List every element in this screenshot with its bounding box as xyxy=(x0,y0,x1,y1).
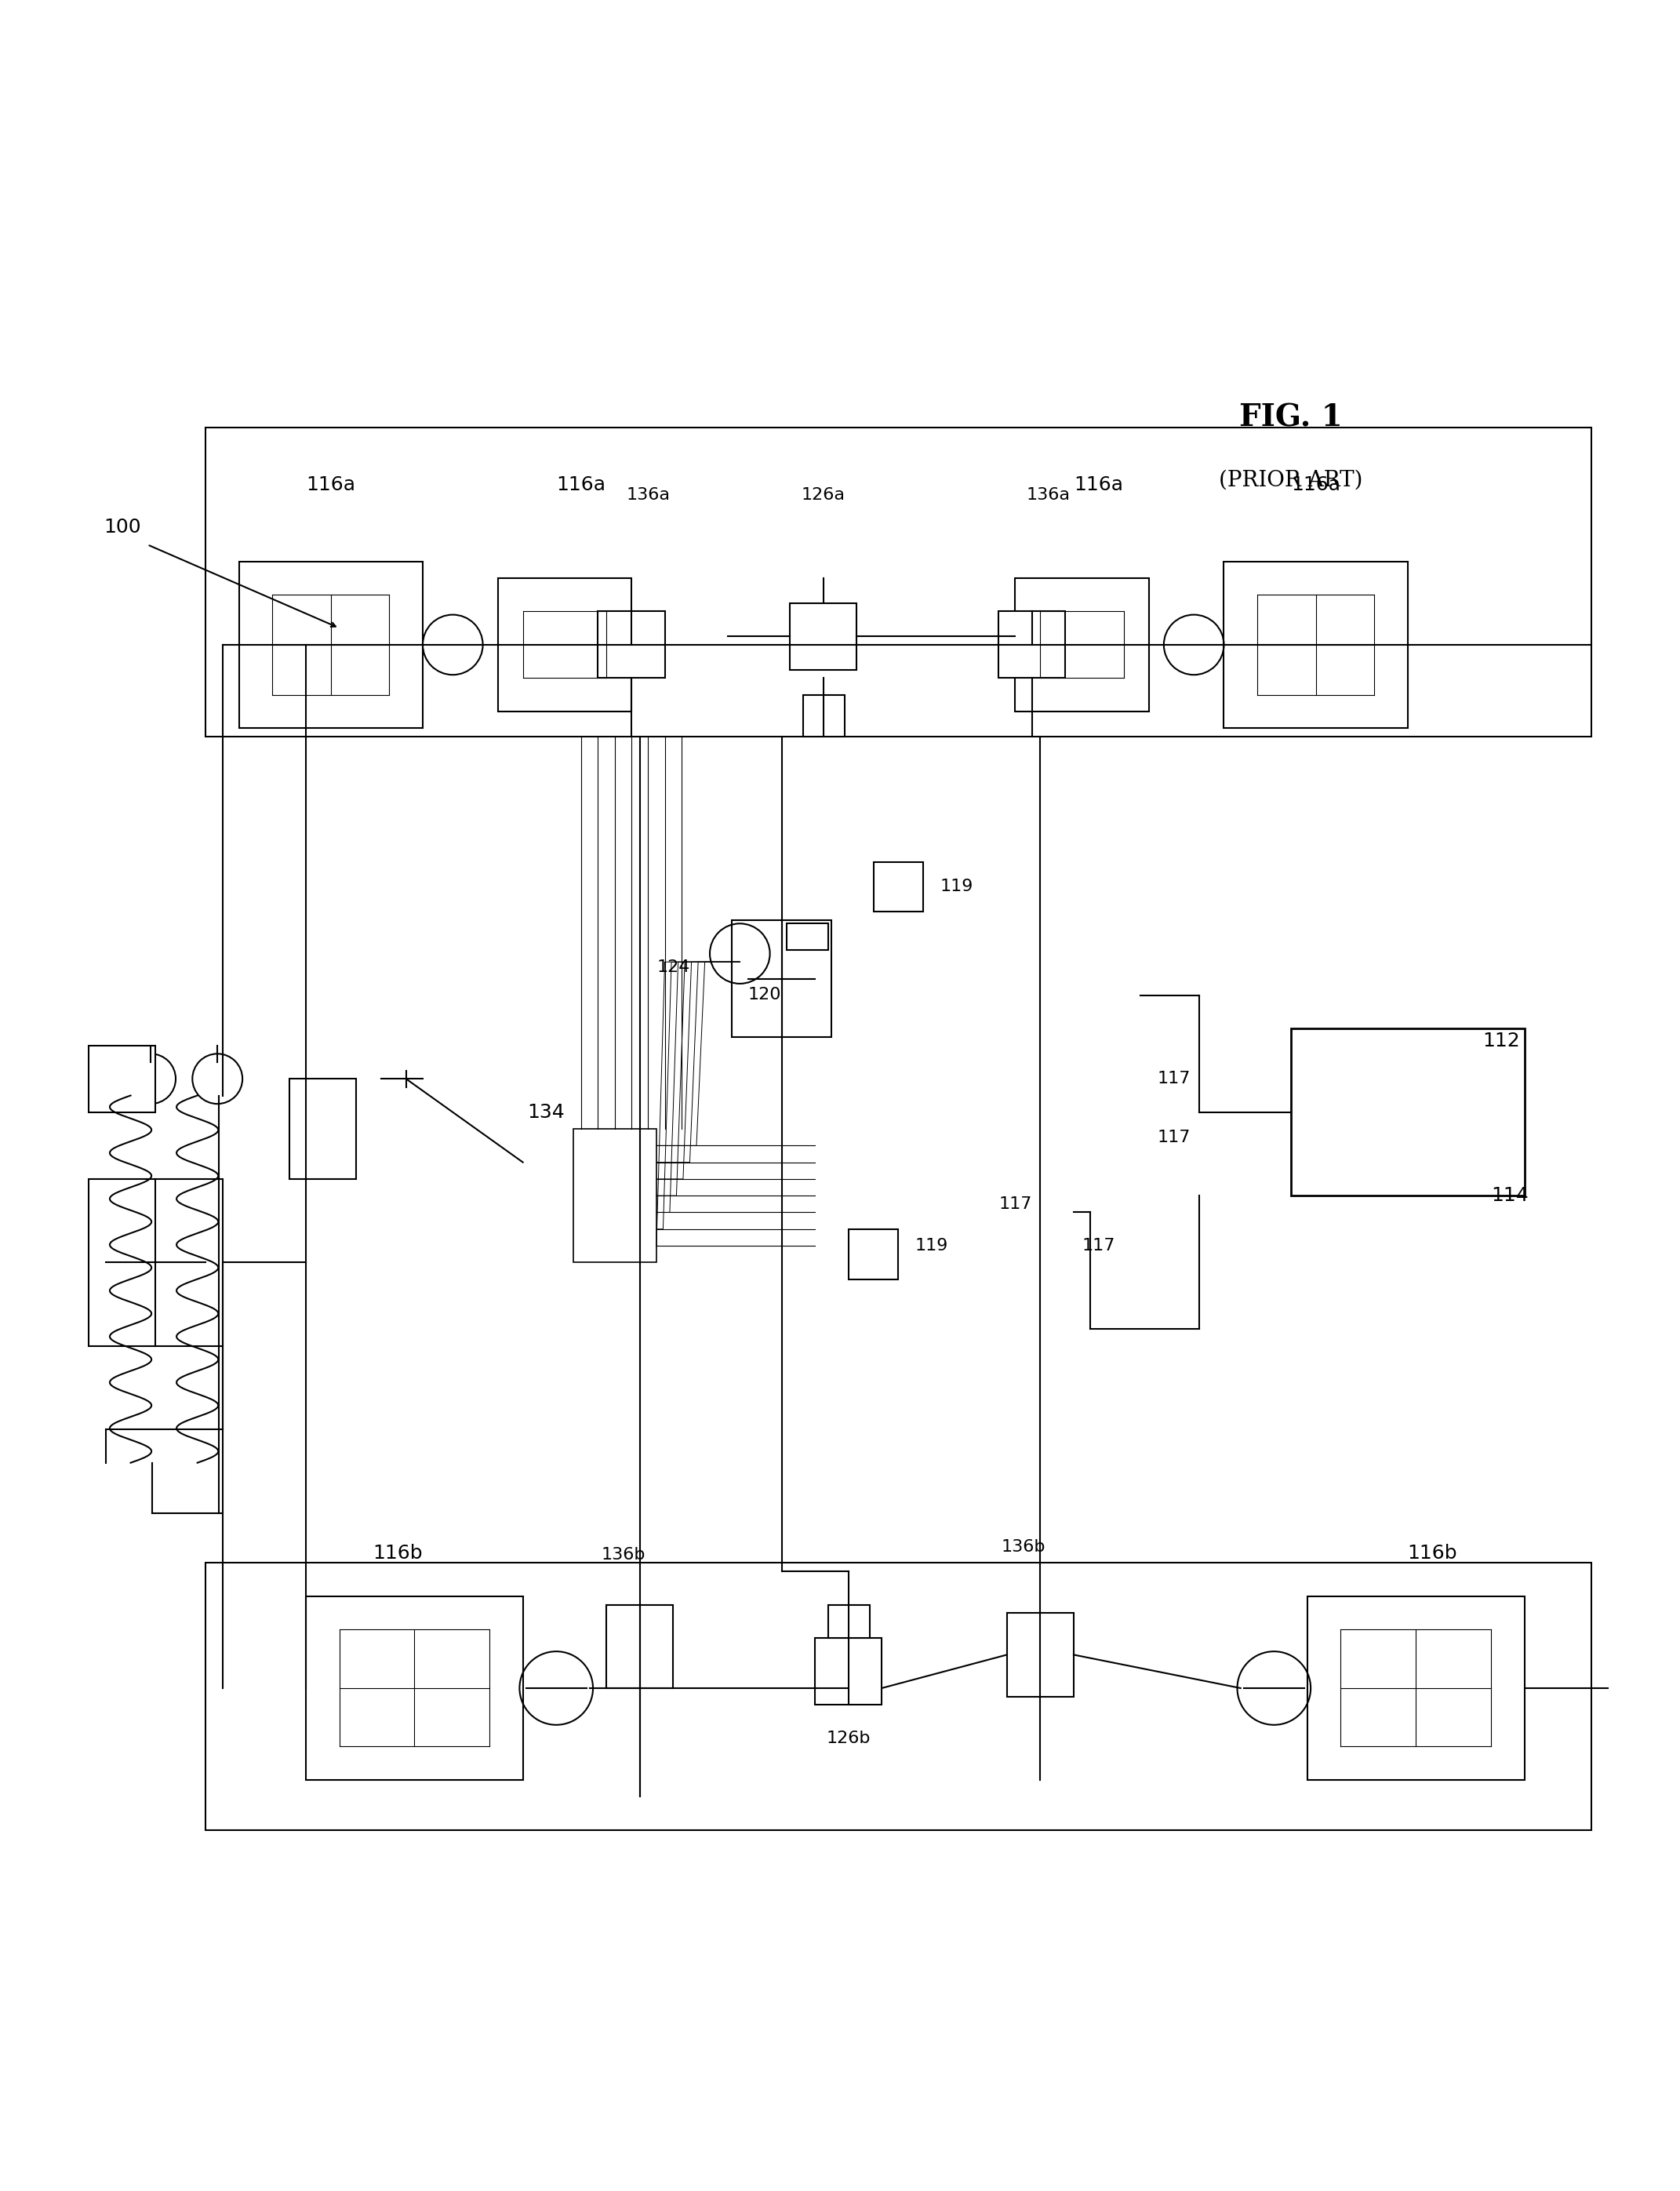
Text: 136b: 136b xyxy=(601,1547,645,1562)
Bar xyxy=(731,920,832,1036)
Text: 119: 119 xyxy=(941,879,973,894)
Bar xyxy=(786,925,828,951)
Text: 112: 112 xyxy=(1483,1032,1520,1049)
Text: 116b: 116b xyxy=(373,1545,423,1562)
Bar xyxy=(289,1078,356,1179)
Text: 136a: 136a xyxy=(1026,486,1070,504)
Text: 117: 117 xyxy=(1158,1071,1191,1087)
Bar xyxy=(1015,578,1149,712)
Bar xyxy=(815,1639,882,1705)
Text: 116a: 116a xyxy=(306,475,356,495)
Text: 136a: 136a xyxy=(627,486,670,504)
Text: (PRIOR ART): (PRIOR ART) xyxy=(1218,469,1362,491)
Bar xyxy=(1307,1597,1524,1779)
Text: 136b: 136b xyxy=(1001,1538,1045,1556)
Text: 126b: 126b xyxy=(827,1731,870,1746)
Bar xyxy=(1006,1613,1074,1696)
Text: 116a: 116a xyxy=(1290,475,1341,495)
Bar xyxy=(89,1179,222,1345)
Bar xyxy=(828,1604,870,1639)
Bar xyxy=(598,611,665,679)
Text: FIG. 1: FIG. 1 xyxy=(1238,403,1342,432)
Bar xyxy=(606,1604,674,1687)
Bar xyxy=(205,1562,1591,1829)
Bar xyxy=(239,561,423,727)
Text: 116b: 116b xyxy=(1408,1545,1458,1562)
Bar xyxy=(205,427,1591,736)
Text: 134: 134 xyxy=(528,1102,564,1122)
Text: 117: 117 xyxy=(1158,1128,1191,1146)
Bar xyxy=(306,1597,522,1779)
Bar xyxy=(89,1045,156,1113)
Text: 119: 119 xyxy=(916,1238,948,1253)
Text: 117: 117 xyxy=(1082,1238,1116,1253)
Bar xyxy=(1225,561,1408,727)
Text: 120: 120 xyxy=(748,986,781,1003)
Bar xyxy=(998,611,1065,679)
Bar xyxy=(573,1128,657,1262)
Bar xyxy=(497,578,632,712)
Text: 117: 117 xyxy=(998,1196,1032,1212)
Bar xyxy=(848,1229,899,1280)
Bar xyxy=(790,603,857,670)
Bar xyxy=(874,861,924,911)
Text: 116a: 116a xyxy=(556,475,606,495)
Text: 124: 124 xyxy=(657,960,690,975)
Text: 114: 114 xyxy=(1490,1185,1529,1205)
Text: 116a: 116a xyxy=(1074,475,1124,495)
Bar xyxy=(1290,1030,1524,1196)
Text: 100: 100 xyxy=(104,517,141,537)
Bar xyxy=(803,695,845,736)
Text: 126a: 126a xyxy=(801,486,845,504)
